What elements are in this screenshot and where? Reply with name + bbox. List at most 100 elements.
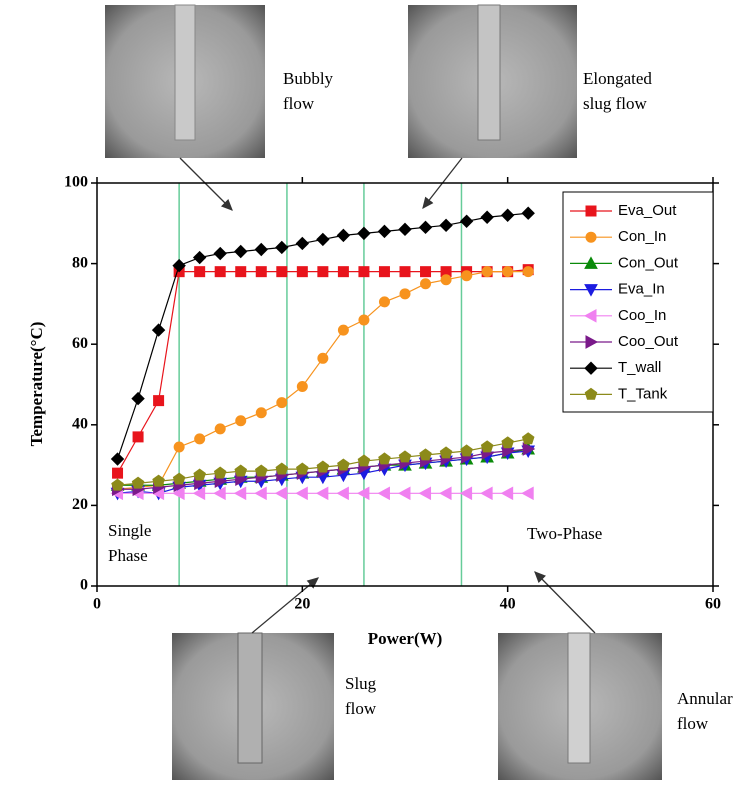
marker [316, 460, 330, 473]
legend-label: Coo_Out [618, 333, 679, 350]
marker [295, 236, 310, 251]
marker [358, 314, 370, 326]
marker [254, 242, 268, 257]
marker [522, 442, 536, 456]
legend-label: T_wall [618, 359, 661, 376]
marker [397, 486, 411, 501]
series [111, 432, 535, 491]
marker [584, 256, 598, 269]
legend-label: T_Tank [618, 385, 668, 402]
annotation: Bubbly [283, 69, 334, 88]
marker [439, 218, 453, 233]
marker [255, 407, 267, 419]
marker [521, 206, 535, 220]
x-tick-label: 60 [705, 596, 721, 613]
marker [377, 486, 390, 501]
legend-label: Con_In [618, 228, 666, 245]
marker [111, 478, 124, 491]
marker [418, 486, 432, 501]
marker [254, 486, 267, 501]
marker [233, 486, 247, 501]
tube [174, 4, 196, 141]
marker [276, 266, 288, 278]
marker [337, 266, 349, 278]
legend-label: Eva_In [618, 281, 665, 298]
marker [194, 266, 206, 278]
annotation: Phase [108, 546, 148, 565]
marker [521, 432, 535, 445]
marker [459, 486, 473, 501]
legend-label: Eva_Out [618, 202, 677, 219]
annotation: Annular [677, 689, 733, 708]
marker [131, 476, 145, 489]
marker [357, 226, 371, 241]
legend: Eva_Out Con_In Con_Out Eva_In Coo_In Coo_Out T… [562, 191, 714, 413]
tube [477, 4, 501, 141]
marker [213, 246, 227, 261]
marker [255, 266, 267, 278]
annotation: flow [283, 94, 315, 113]
series [110, 206, 535, 466]
marker [377, 224, 392, 239]
marker [276, 397, 288, 409]
marker [522, 266, 534, 278]
legend-label: Con_Out [618, 254, 679, 271]
marker [317, 352, 329, 364]
marker [378, 266, 390, 278]
annotation: Single [108, 521, 151, 540]
marker [585, 335, 599, 349]
legend-box [562, 191, 714, 413]
marker [296, 381, 308, 393]
marker [235, 415, 247, 427]
marker [439, 446, 453, 459]
marker [440, 274, 452, 286]
marker [337, 324, 349, 336]
marker [131, 391, 145, 406]
marker [234, 244, 248, 259]
marker [214, 266, 226, 278]
marker [274, 486, 288, 501]
marker [112, 467, 124, 479]
arrow [179, 157, 233, 211]
annotation: flow [677, 714, 709, 733]
marker [584, 387, 598, 400]
marker [460, 444, 473, 457]
marker [585, 231, 597, 243]
marker [275, 240, 289, 255]
marker [584, 284, 598, 297]
marker [152, 474, 165, 487]
marker [399, 288, 411, 300]
marker [398, 222, 412, 237]
marker [420, 266, 432, 278]
arrow [534, 571, 596, 634]
marker [500, 208, 515, 222]
marker [439, 486, 452, 501]
marker [480, 486, 493, 501]
marker [584, 361, 598, 375]
marker [480, 440, 494, 453]
marker [153, 395, 165, 407]
arrow [251, 577, 319, 634]
marker [336, 228, 351, 243]
annotation: Elongated [583, 69, 652, 88]
marker [173, 441, 185, 453]
x-axis-label: Power(W) [368, 629, 443, 648]
marker [234, 464, 248, 477]
marker [296, 462, 309, 475]
marker [500, 486, 514, 501]
marker [336, 486, 349, 501]
y-tick-label: 0 [80, 577, 88, 594]
marker [275, 462, 289, 475]
marker [378, 296, 390, 308]
y-tick-label: 60 [72, 335, 88, 352]
photos [105, 4, 662, 780]
marker [235, 266, 247, 278]
y-tick-label: 80 [72, 254, 88, 271]
marker [502, 266, 514, 278]
marker [295, 486, 308, 501]
annotation: Slug [345, 674, 377, 693]
marker [315, 486, 329, 501]
legend-label: Coo_In [618, 307, 666, 324]
tube [237, 632, 263, 764]
